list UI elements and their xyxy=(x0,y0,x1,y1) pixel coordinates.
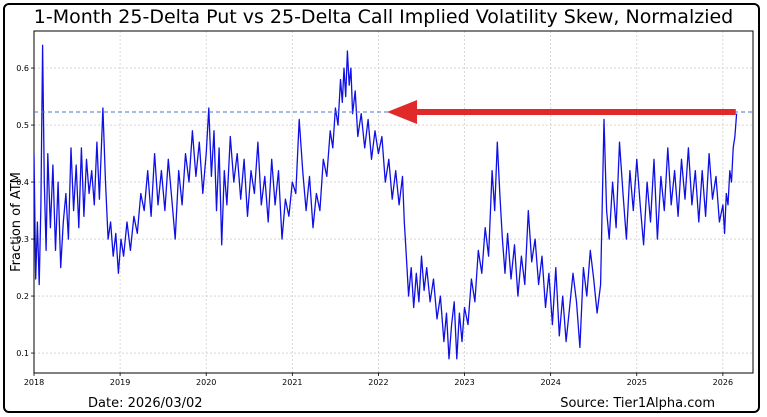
x-tick-label: 2022 xyxy=(368,378,388,387)
x-tick-label: 2019 xyxy=(110,378,130,387)
plot-border xyxy=(33,30,754,374)
x-tick-label: 2025 xyxy=(627,378,647,387)
y-tick-label: 0.1 xyxy=(16,349,29,358)
date-label: Date: 2026/03/02 xyxy=(88,396,203,411)
x-tick-label: 2023 xyxy=(454,378,474,387)
x-tick-label: 2026 xyxy=(713,378,733,387)
x-tick-label: 2024 xyxy=(540,378,560,387)
axes: 0.1 0.2 0.3 0.4 0.5 0.6 2018 2019 2020 2021 2022 20… xyxy=(16,30,754,387)
y-tick-label: 0.4 xyxy=(16,178,29,187)
y-tick-label: 0.3 xyxy=(16,235,29,244)
y-tick-label: 0.5 xyxy=(16,121,29,130)
series-line xyxy=(34,44,738,360)
source-label: Source: Tier1Alpha.com xyxy=(560,396,715,411)
series-layer xyxy=(34,44,738,360)
chart-title: 1-Month 25-Delta Put vs 25-Delta Call Im… xyxy=(33,6,734,28)
x-tick-label: 2018 xyxy=(24,378,44,387)
y-tick-label: 0.6 xyxy=(16,64,29,73)
y-tick-label: 0.2 xyxy=(16,292,29,301)
x-tick-label: 2020 xyxy=(196,378,216,387)
arrow-head xyxy=(387,99,418,124)
overlay-layer xyxy=(34,99,753,124)
x-tick-label: 2021 xyxy=(282,378,302,387)
